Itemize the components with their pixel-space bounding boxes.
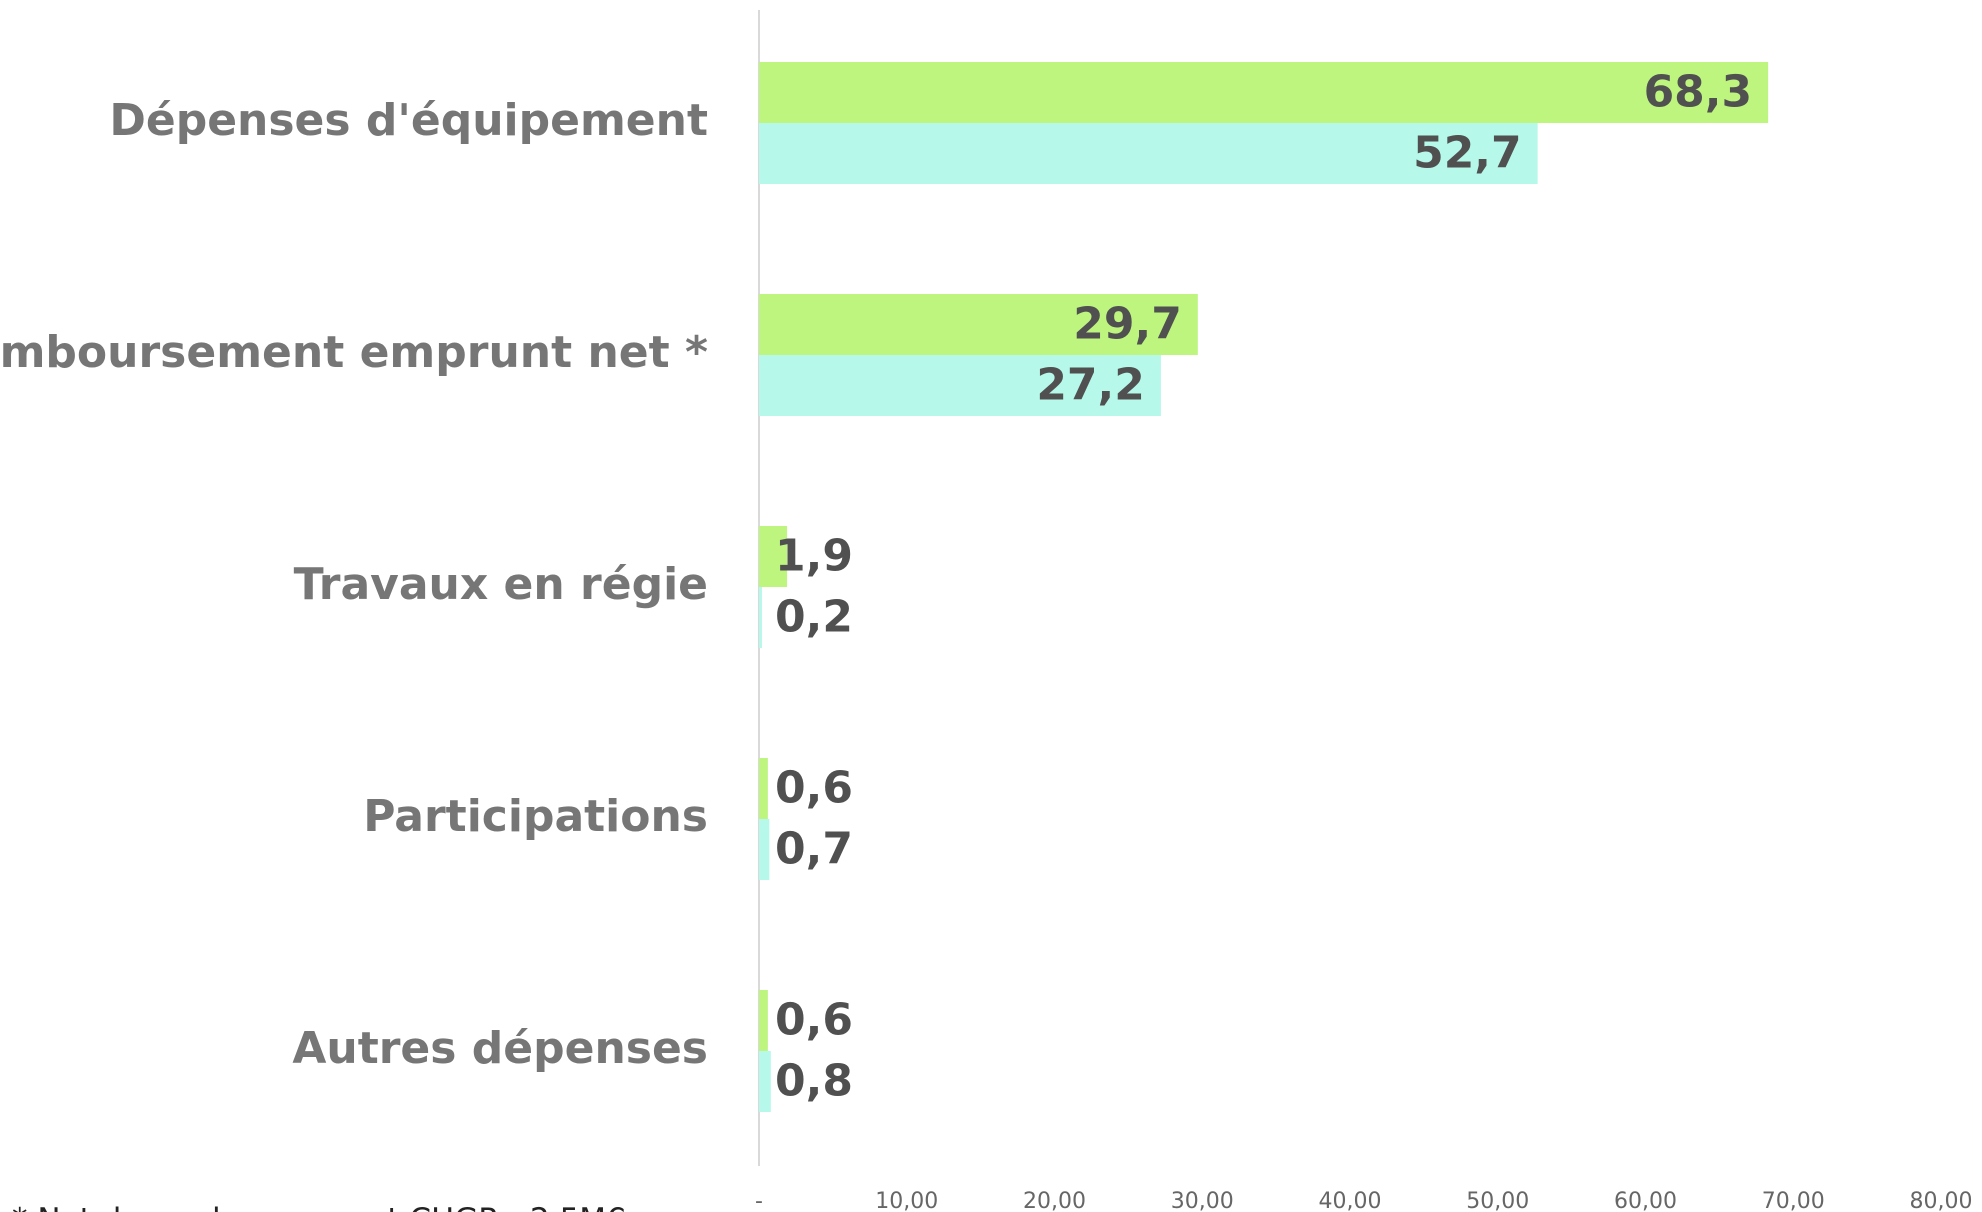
category-label: Dépenses d'équipement bbox=[109, 95, 708, 146]
value-label: 0,6 bbox=[775, 995, 853, 1046]
footnote: * Net du remboursement CHGR : 2,5M€ bbox=[12, 1202, 626, 1212]
bar bbox=[759, 294, 1198, 355]
x-tick-label: 40,00 bbox=[1319, 1189, 1382, 1212]
x-tick-label: 30,00 bbox=[1171, 1189, 1234, 1212]
x-tick-label: 20,00 bbox=[1023, 1189, 1086, 1212]
bar bbox=[759, 758, 768, 819]
category-label: Autres dépenses bbox=[292, 1023, 708, 1074]
x-tick-label: - bbox=[755, 1189, 763, 1212]
value-label: 0,2 bbox=[775, 592, 853, 643]
bar bbox=[759, 123, 1538, 184]
x-tick-label: 10,00 bbox=[875, 1189, 938, 1212]
category-label: Remboursement emprunt net * bbox=[0, 327, 708, 378]
value-label: 0,6 bbox=[775, 763, 853, 814]
x-tick-label: 80,00 bbox=[1910, 1189, 1973, 1212]
value-label: 52,7 bbox=[1413, 128, 1522, 179]
category-label: Participations bbox=[363, 791, 708, 842]
bar bbox=[759, 62, 1769, 123]
bar bbox=[759, 990, 768, 1051]
value-label: 27,2 bbox=[1036, 360, 1145, 411]
value-label: 1,9 bbox=[775, 531, 853, 582]
x-tick-label: 60,00 bbox=[1614, 1189, 1677, 1212]
bar bbox=[759, 355, 1161, 416]
value-label: 0,7 bbox=[775, 824, 853, 875]
value-label: 0,8 bbox=[775, 1056, 853, 1107]
x-tick-label: 50,00 bbox=[1466, 1189, 1529, 1212]
bar bbox=[759, 819, 770, 880]
x-tick-label: 70,00 bbox=[1762, 1189, 1825, 1212]
bar bbox=[759, 526, 788, 587]
value-label: 68,3 bbox=[1644, 67, 1753, 118]
bar bbox=[759, 1051, 771, 1112]
value-label: 29,7 bbox=[1073, 299, 1182, 350]
category-label: Travaux en régie bbox=[294, 559, 708, 610]
bar bbox=[759, 587, 762, 648]
